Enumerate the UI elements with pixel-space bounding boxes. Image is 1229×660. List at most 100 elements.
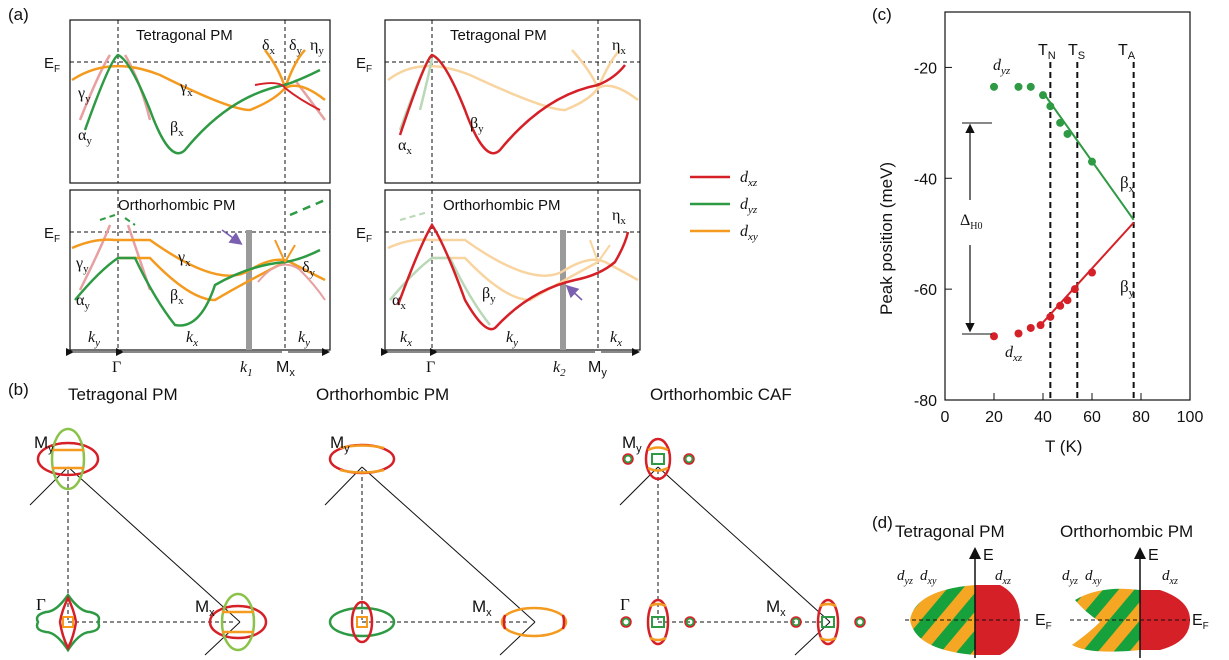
x-tick-label: 0	[941, 409, 950, 426]
beta-x-label: βx	[1120, 173, 1135, 195]
data-point	[1014, 82, 1023, 91]
orbital-sketch-orthorhombic: E EF dyz dxy dxz	[1062, 547, 1209, 658]
svg-text:βy: βy	[482, 285, 496, 305]
frame	[69, 19, 331, 184]
svg-text:k2: k2	[553, 359, 566, 379]
plot-frame	[944, 11, 1191, 401]
svg-text:kx: kx	[400, 329, 412, 349]
svg-text:My: My	[588, 359, 607, 379]
svg-text:Γ: Γ	[620, 595, 630, 614]
svg-text:Mx: Mx	[472, 597, 492, 619]
panel-a-top-right: Tetragonal PM EF αx βy ηx	[356, 19, 641, 184]
svg-text:E: E	[983, 547, 994, 564]
beta-band	[398, 53, 626, 155]
svg-text:βy: βy	[470, 115, 484, 135]
data-point	[1026, 323, 1035, 332]
tn-label: TN	[1038, 42, 1056, 62]
y-axis-label: Peak position (meV)	[877, 162, 896, 315]
panel-d-title-1: Tetragonal PM	[895, 522, 1005, 541]
svg-text:δx: δx	[262, 37, 276, 57]
x-tick-label: 40	[1034, 409, 1052, 426]
peak-position-chart: -20 -40 -60 -80 0 20 40 60 80 100 T (K) Peak pos…	[877, 11, 1204, 456]
svg-text:δy: δy	[289, 37, 303, 57]
transition-lines	[1049, 62, 1135, 400]
svg-text:My: My	[34, 433, 54, 455]
x-tick-label: 100	[1177, 409, 1204, 426]
y-tick-label: -40	[914, 171, 937, 188]
fermi-surface-orthorhombic-caf: My Γ Mx	[619, 433, 866, 656]
y-tick-label: -60	[914, 282, 937, 299]
fit-line	[1042, 91, 1135, 221]
title: Tetragonal PM	[136, 27, 233, 44]
svg-text:EF: EF	[44, 225, 60, 245]
arrow	[221, 229, 243, 245]
y-tick-label: -20	[914, 60, 937, 77]
svg-text:k1: k1	[240, 359, 253, 379]
svg-text:EF: EF	[1035, 612, 1052, 632]
y-ticks: -20 -40 -60 -80	[914, 60, 952, 410]
data-point	[1070, 285, 1079, 294]
x-axis-label: T (K)	[1045, 437, 1082, 456]
panel-a-top-left: Tetragonal PM EF γy αy βx γx δx δy ηy	[44, 19, 331, 184]
svg-text:Mx: Mx	[766, 597, 786, 619]
svg-text:dxz: dxz	[995, 568, 1011, 587]
svg-text:My: My	[622, 433, 642, 455]
panel-b-title-3: Orthorhombic CAF	[650, 385, 792, 404]
svg-text:γy: γy	[77, 85, 91, 105]
svg-text:EF: EF	[356, 225, 372, 245]
svg-text:ky: ky	[88, 329, 100, 349]
title: Tetragonal PM	[450, 27, 547, 44]
k2-bar	[560, 230, 566, 350]
panel-b-title-1: Tetragonal PM	[68, 385, 178, 404]
svg-text:ky: ky	[298, 329, 310, 349]
svg-text:Γ: Γ	[426, 359, 435, 376]
svg-text:Orthorhombic PM: Orthorhombic PM	[443, 197, 561, 214]
svg-text:βx: βx	[170, 119, 184, 139]
beta-band	[83, 53, 321, 155]
svg-text:dxy: dxy	[920, 568, 937, 587]
ta-label: TA	[1118, 42, 1136, 62]
svg-text:Γ: Γ	[36, 595, 46, 614]
dxz-label: dxz	[1005, 344, 1023, 364]
svg-text:αy: αy	[76, 292, 90, 312]
panel-a-label: (a)	[8, 5, 29, 24]
svg-text:αx: αx	[398, 137, 412, 157]
svg-text:dxy: dxy	[1085, 568, 1102, 587]
data-point	[990, 82, 998, 91]
svg-text:dxz: dxz	[1162, 568, 1178, 587]
svg-text:ky: ky	[506, 329, 518, 349]
svg-text:E: E	[1148, 547, 1159, 564]
ts-label: TS	[1068, 42, 1085, 62]
x-tick-label: 60	[1083, 409, 1101, 426]
fermi-surface-tetragonal: My Γ Mx	[29, 427, 268, 656]
beta-y-label: βy	[1120, 277, 1135, 299]
svg-text:My: My	[330, 433, 350, 455]
data-point	[1039, 91, 1047, 100]
dyz-label: dyz	[993, 57, 1011, 77]
orbital-sketch-tetragonal: E EF dyz dxy dxz	[897, 547, 1052, 658]
svg-text:ηx: ηx	[612, 37, 626, 57]
svg-text:αx: αx	[392, 292, 406, 312]
svg-text:Γ: Γ	[112, 359, 121, 376]
panel-a-bottom-left: Orthorhombic PM EF γy γx αy βx δy ky Γ k…	[44, 189, 331, 379]
ef-label: EF	[44, 55, 60, 75]
svg-text:γx: γx	[179, 79, 193, 99]
data-point	[1046, 312, 1055, 321]
gap-label: ΔH0	[960, 212, 983, 232]
svg-text:ηx: ηx	[612, 207, 626, 227]
legend-dxy: dxy	[740, 223, 758, 243]
data-point	[990, 332, 998, 341]
svg-text:αy: αy	[78, 127, 92, 147]
panel-d-label: (d)	[872, 513, 893, 532]
svg-text:dyz: dyz	[897, 568, 913, 587]
svg-text:kx: kx	[610, 329, 622, 349]
data-point	[1088, 268, 1096, 277]
legend-dyz: dyz	[740, 196, 758, 216]
svg-text:kx: kx	[186, 329, 198, 349]
svg-text:Mx: Mx	[276, 359, 295, 379]
x-tick-label: 80	[1132, 409, 1150, 426]
svg-text:EF: EF	[356, 55, 372, 75]
svg-text:βx: βx	[170, 287, 184, 307]
x-ticks: 0 20 40 60 80 100	[941, 393, 1204, 426]
